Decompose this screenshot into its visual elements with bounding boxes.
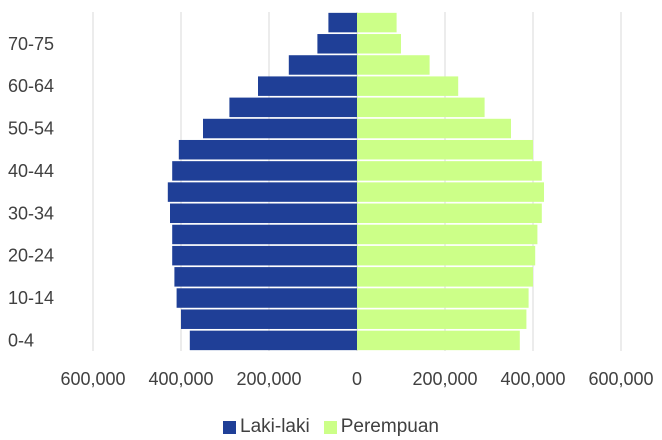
bar-perempuan-55-59 bbox=[357, 98, 485, 117]
bar-perempuan-65-69 bbox=[357, 55, 430, 74]
bar-laki-laki-40-44 bbox=[172, 161, 357, 180]
bar-laki-laki-15-19 bbox=[174, 267, 357, 286]
bar-perempuan-50-54 bbox=[357, 119, 511, 138]
y-tick-label-0-4: 0-4 bbox=[8, 330, 34, 350]
bar-laki-laki-55-59 bbox=[229, 98, 357, 117]
legend-swatch-perempuan bbox=[324, 421, 337, 434]
bar-laki-laki-65-69 bbox=[289, 55, 357, 74]
y-tick-label-70-75: 70-75 bbox=[8, 34, 54, 54]
bar-laki-laki-75+ bbox=[328, 13, 357, 32]
bars bbox=[168, 13, 544, 350]
bar-perempuan-40-44 bbox=[357, 161, 542, 180]
bar-laki-laki-0-4 bbox=[190, 331, 357, 350]
y-tick-label-60-64: 60-64 bbox=[8, 76, 54, 96]
x-tick-label-5: 400,000 bbox=[500, 369, 565, 389]
legend: Laki-laki Perempuan bbox=[0, 416, 662, 438]
bar-perempuan-10-14 bbox=[357, 288, 529, 307]
legend-item-perempuan: Perempuan bbox=[324, 416, 439, 438]
bar-laki-laki-70-75 bbox=[317, 34, 357, 53]
bar-perempuan-0-4 bbox=[357, 331, 520, 350]
y-tick-label-30-34: 30-34 bbox=[8, 203, 54, 223]
y-tick-label-40-44: 40-44 bbox=[8, 161, 54, 181]
bar-perempuan-25-29 bbox=[357, 225, 537, 244]
bar-perempuan-15-19 bbox=[357, 267, 533, 286]
y-tick-label-20-24: 20-24 bbox=[8, 246, 54, 266]
x-tick-label-2: 200,000 bbox=[236, 369, 301, 389]
x-axis-labels: 600,000 400,000 200,000 0 200,000 400,000 600,… bbox=[60, 369, 653, 389]
bar-laki-laki-10-14 bbox=[177, 288, 357, 307]
bar-perempuan-75+ bbox=[357, 13, 397, 32]
bar-laki-laki-45-49 bbox=[179, 140, 357, 159]
bar-perempuan-30-34 bbox=[357, 204, 542, 223]
y-tick-label-10-14: 10-14 bbox=[8, 288, 54, 308]
y-axis-labels: 0-4 10-14 20-24 30-34 40-44 50-54 60-64 70-75 bbox=[8, 34, 54, 351]
y-tick-label-50-54: 50-54 bbox=[8, 119, 54, 139]
bar-laki-laki-25-29 bbox=[172, 225, 357, 244]
bar-laki-laki-5-9 bbox=[181, 309, 357, 328]
legend-item-laki-laki: Laki-laki bbox=[223, 416, 310, 438]
bar-perempuan-35-39 bbox=[357, 182, 544, 201]
legend-swatch-laki-laki bbox=[223, 421, 236, 434]
bar-laki-laki-20-24 bbox=[172, 246, 357, 265]
x-tick-label-1: 400,000 bbox=[148, 369, 213, 389]
x-tick-label-0: 600,000 bbox=[60, 369, 125, 389]
bar-perempuan-60-64 bbox=[357, 76, 458, 95]
bar-laki-laki-30-34 bbox=[170, 204, 357, 223]
bar-laki-laki-50-54 bbox=[203, 119, 357, 138]
bar-perempuan-5-9 bbox=[357, 309, 526, 328]
bar-perempuan-45-49 bbox=[357, 140, 533, 159]
bar-laki-laki-35-39 bbox=[168, 182, 357, 201]
x-tick-label-3: 0 bbox=[352, 369, 362, 389]
x-tick-label-6: 600,000 bbox=[588, 369, 653, 389]
legend-label-laki-laki: Laki-laki bbox=[240, 416, 310, 438]
legend-label-perempuan: Perempuan bbox=[341, 416, 439, 438]
x-tick-label-4: 200,000 bbox=[412, 369, 477, 389]
bar-perempuan-70-75 bbox=[357, 34, 401, 53]
bar-laki-laki-60-64 bbox=[258, 76, 357, 95]
bar-perempuan-20-24 bbox=[357, 246, 535, 265]
